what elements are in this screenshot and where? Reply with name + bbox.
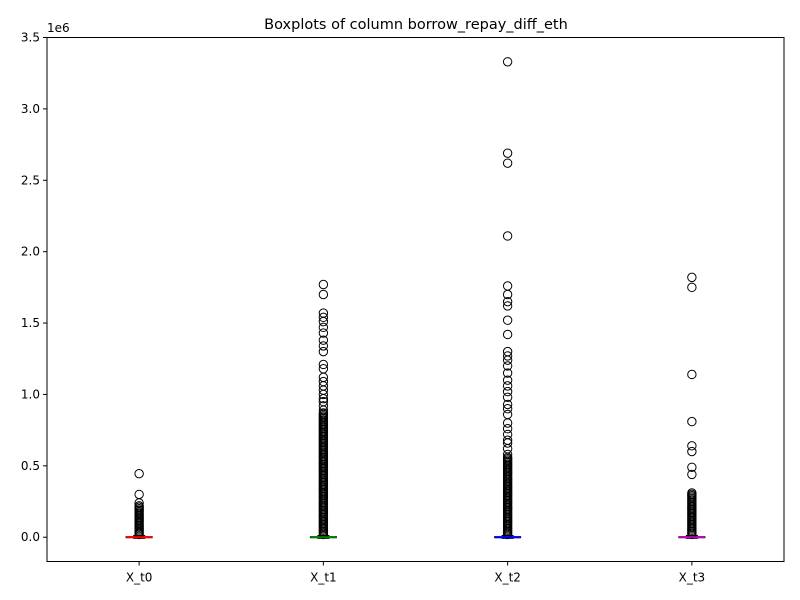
y-tick-label: 3.5 xyxy=(21,31,40,45)
box-X_t0 xyxy=(125,468,153,540)
outlier-point xyxy=(318,289,329,300)
outlier-point xyxy=(687,416,697,427)
outlier-point xyxy=(502,281,513,291)
outlier-point xyxy=(318,359,329,370)
outlier-point xyxy=(318,346,329,357)
y-tick-label: 0.5 xyxy=(21,459,40,473)
plot-frame xyxy=(46,37,785,562)
outlier-point xyxy=(134,501,144,511)
outlier-point xyxy=(502,404,513,414)
outlier-point xyxy=(502,368,513,378)
outlier-point xyxy=(318,308,329,318)
outlier-point xyxy=(687,272,697,283)
outlier-point xyxy=(502,158,513,168)
outlier-point xyxy=(502,424,513,434)
y-tick-label: 1.0 xyxy=(21,387,40,401)
x-axis: X_t0 X_t1 X_t2 X_t3 xyxy=(126,561,706,585)
outlier-point xyxy=(502,301,513,311)
outlier-point xyxy=(502,148,513,158)
box-X_t1 xyxy=(309,279,337,540)
outlier-point xyxy=(502,231,513,241)
outlier-point xyxy=(502,399,513,410)
outlier-point xyxy=(502,296,513,307)
outlier-point xyxy=(318,364,329,374)
outlier-point xyxy=(687,488,697,498)
x-tick-label: X_t0 xyxy=(126,571,153,585)
y-axis: 0.0 0.5 1.0 1.5 2.0 2.5 3.0 3.5 xyxy=(21,31,47,544)
outlier-point xyxy=(687,446,697,457)
outlier-point xyxy=(318,341,329,351)
box-X_t2 xyxy=(494,57,522,540)
y-tick-label: 1.5 xyxy=(21,316,40,330)
outlier-point xyxy=(318,396,329,407)
outlier-point xyxy=(318,279,329,290)
y-tick-label: 0.0 xyxy=(21,530,40,544)
chart-title: Boxplots of column borrow_repay_diff_eth xyxy=(264,17,568,33)
outlier-point xyxy=(502,435,513,445)
y-tick-label: 2.5 xyxy=(21,173,40,187)
x-tick-label: X_t3 xyxy=(679,571,706,585)
outlier-point xyxy=(502,351,513,361)
outlier-point xyxy=(318,335,329,345)
outlier-point xyxy=(318,328,329,338)
outlier-point xyxy=(502,429,513,440)
outlier-point xyxy=(502,361,513,371)
outlier-point xyxy=(687,369,697,380)
boxplot-series xyxy=(125,57,706,540)
outlier-point xyxy=(502,409,513,420)
outlier-point xyxy=(502,329,513,340)
outlier-point xyxy=(318,401,329,411)
outlier-point xyxy=(502,375,513,385)
outlier-point xyxy=(687,462,697,472)
outlier-point xyxy=(318,322,329,333)
outlier-point xyxy=(502,386,513,397)
outlier-point xyxy=(502,392,513,403)
outlier-point xyxy=(687,282,697,293)
outlier-point xyxy=(134,468,144,479)
y-tick-label: 2.0 xyxy=(21,245,40,259)
y-offset-label: 1e6 xyxy=(47,21,70,35)
outlier-point xyxy=(318,376,329,387)
outlier-point xyxy=(502,57,513,67)
outlier-point xyxy=(134,489,144,500)
outlier-point xyxy=(687,469,697,480)
outlier-point xyxy=(502,315,513,325)
outlier-point xyxy=(502,449,513,460)
outlier-point xyxy=(687,441,697,451)
outlier-point xyxy=(318,312,329,323)
box-X_t3 xyxy=(678,272,706,540)
x-tick-label: X_t2 xyxy=(494,571,521,585)
x-tick-label: X_t1 xyxy=(310,571,337,585)
outlier-point xyxy=(502,381,513,391)
outlier-point xyxy=(318,408,329,418)
y-tick-label: 3.0 xyxy=(21,102,40,116)
outlier-point xyxy=(502,346,513,357)
